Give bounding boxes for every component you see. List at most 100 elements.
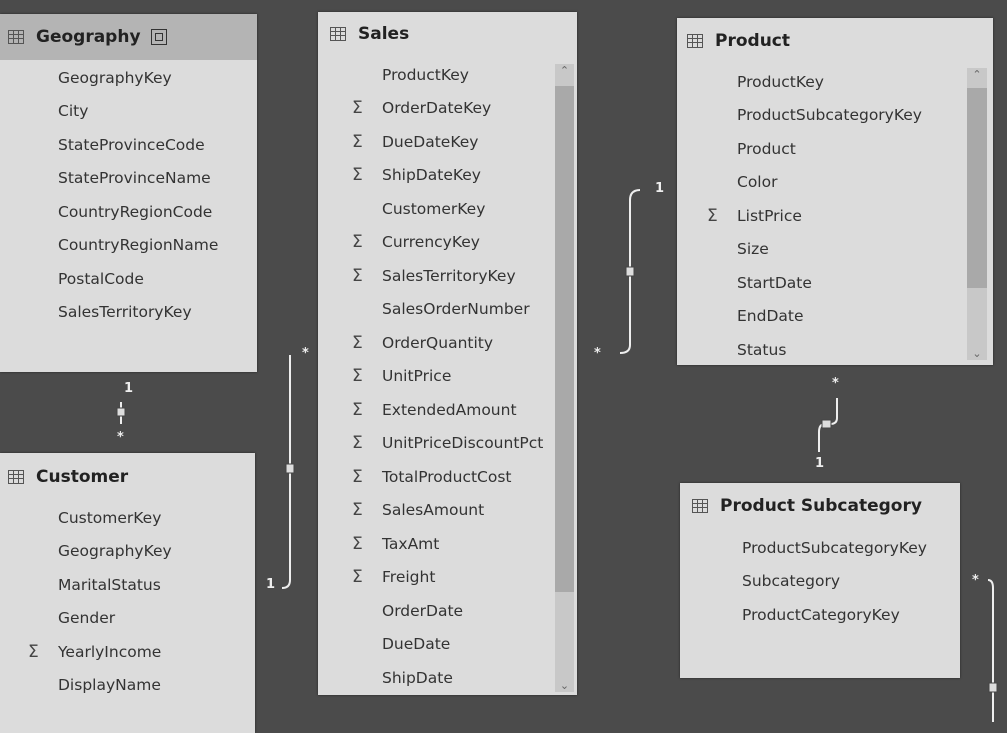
field-row[interactable]: Σ ExtendedAmount [318,393,577,427]
field-row[interactable]: GeographyKey [0,61,257,95]
field-row[interactable]: Status [677,333,993,365]
field-row[interactable]: Σ TotalProductCost [318,460,577,494]
cardinality-many: * [117,430,124,445]
table-title: Product Subcategory [720,496,922,516]
field-name: TaxAmt [382,534,440,553]
field-row[interactable]: Color [677,166,993,200]
table-geography[interactable]: Geography GeographyKey City StateProvinceC… [0,14,257,372]
collapse-icon[interactable] [150,29,167,45]
table-sales[interactable]: Sales ProductKey Σ OrderDateKey Σ DueDateKey… [318,12,577,695]
cardinality-many: * [302,346,309,361]
field-row[interactable]: Σ CurrencyKey [318,226,577,260]
cardinality-one: 1 [815,456,825,471]
field-name: ProductKey [737,72,824,91]
cardinality-many: * [972,573,979,588]
scrollbar[interactable]: ⌃ ⌄ [967,68,987,360]
scrollbar-thumb[interactable] [967,88,987,288]
sum-icon: Σ [352,332,363,353]
field-row[interactable]: Σ OrderDateKey [318,92,577,126]
field-row[interactable]: StartDate [677,266,993,300]
field-row[interactable]: City [0,95,257,129]
filter-direction-icon [116,407,126,417]
field-row[interactable]: MaritalStatus [0,568,255,602]
table-icon [8,470,24,484]
scroll-down-icon[interactable]: ⌄ [559,679,570,692]
field-row[interactable]: PostalCode [0,262,257,296]
scroll-up-icon[interactable]: ⌃ [559,64,570,77]
field-row[interactable]: ShipDate [318,661,577,695]
field-row[interactable]: StateProvinceName [0,162,257,196]
table-header[interactable]: Geography [0,14,257,60]
field-row[interactable]: CustomerKey [318,192,577,226]
field-row[interactable]: Σ ListPrice [677,199,993,233]
scroll-down-icon[interactable]: ⌄ [972,347,982,360]
table-product[interactable]: Product ProductKey ProductSubcategoryKey P… [677,18,993,365]
field-row[interactable]: DisplayName [0,669,255,703]
field-row[interactable]: StateProvinceCode [0,128,257,162]
field-row[interactable]: Subcategory [680,565,960,599]
field-row[interactable]: Σ YearlyIncome [0,635,255,669]
field-name: YearlyIncome [58,642,162,661]
field-row[interactable]: Σ UnitPrice [318,360,577,394]
field-name: SalesTerritoryKey [382,266,516,285]
field-row[interactable]: Σ SalesTerritoryKey [318,259,577,293]
field-row[interactable]: ProductSubcategoryKey [677,99,993,133]
filter-direction-icon [821,419,832,429]
field-row[interactable]: DueDate [318,628,577,662]
scroll-up-icon[interactable]: ⌃ [972,68,982,81]
field-name: CustomerKey [382,199,486,218]
field-row[interactable]: Σ DueDateKey [318,125,577,159]
scrollbar-thumb[interactable] [555,86,574,592]
table-title: Product [715,31,790,51]
field-name: StartDate [737,273,812,292]
field-row[interactable]: SalesOrderNumber [318,293,577,327]
scrollbar[interactable]: ⌃ ⌄ [555,64,574,692]
field-name: ShipDate [382,668,453,687]
field-row[interactable]: EndDate [677,300,993,334]
field-row[interactable]: CountryRegionCode [0,195,257,229]
field-row[interactable]: Gender [0,602,255,636]
field-row[interactable]: SalesTerritoryKey [0,296,257,330]
table-header[interactable]: Product [677,18,993,64]
field-row[interactable]: Product [677,132,993,166]
sum-icon: Σ [352,533,363,554]
field-row[interactable]: OrderDate [318,594,577,628]
field-name: CurrencyKey [382,233,480,252]
table-header[interactable]: Product Subcategory [680,483,960,529]
field-row[interactable]: ProductSubcategoryKey [680,531,960,565]
table-header[interactable]: Customer [0,453,255,501]
field-row[interactable]: ProductCategoryKey [680,598,960,632]
field-row[interactable]: Σ Freight [318,561,577,595]
field-name: PostalCode [58,269,144,288]
sum-icon: Σ [28,641,39,662]
field-name: Size [737,240,769,259]
field-row[interactable]: Size [677,233,993,267]
field-row[interactable]: Σ TaxAmt [318,527,577,561]
table-product-subcategory[interactable]: Product Subcategory ProductSubcategoryKe… [680,483,960,678]
filter-direction-icon [988,682,998,693]
field-row[interactable]: ProductKey [677,65,993,99]
table-header[interactable]: Sales [318,12,577,56]
field-row[interactable]: Σ SalesAmount [318,494,577,528]
field-name: DisplayName [58,676,161,695]
field-row[interactable]: Σ ShipDateKey [318,159,577,193]
cardinality-one: 1 [655,181,665,196]
field-row[interactable]: CountryRegionName [0,229,257,263]
field-name: EndDate [737,307,804,326]
field-row[interactable]: CustomerKey [0,501,255,535]
field-row[interactable]: Σ OrderQuantity [318,326,577,360]
sum-icon: Σ [352,366,363,387]
field-row[interactable]: ProductKey [318,58,577,92]
sum-icon: Σ [352,500,363,521]
table-title: Customer [36,467,129,487]
field-name: DueDate [382,635,451,654]
field-name: ProductSubcategoryKey [737,106,922,125]
table-title: Sales [358,24,410,44]
field-row[interactable]: Σ UnitPriceDiscountPct [318,427,577,461]
field-name: UnitPrice [382,367,452,386]
table-customer[interactable]: Customer CustomerKey GeographyKey MaritalS… [0,453,255,733]
field-row[interactable]: GeographyKey [0,535,255,569]
field-name: CountryRegionCode [58,202,213,221]
sum-icon: Σ [352,466,363,487]
